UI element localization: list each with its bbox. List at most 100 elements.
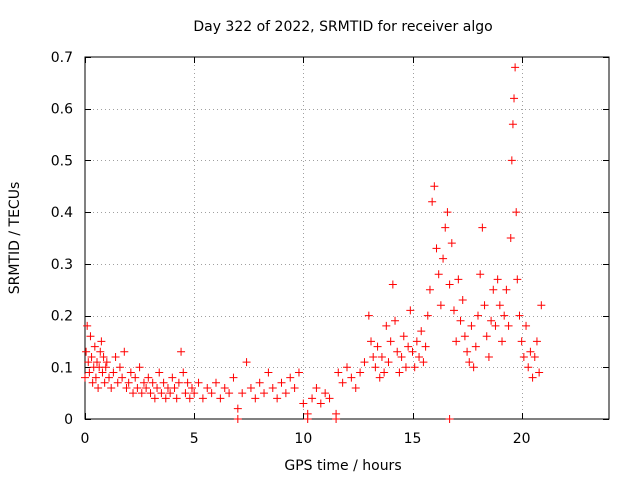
data-point: [351, 383, 360, 392]
data-point: [419, 358, 428, 367]
data-point: [430, 182, 439, 191]
data-point: [91, 373, 100, 382]
data-point: [251, 394, 260, 403]
data-point: [458, 296, 467, 305]
data-point: [478, 223, 487, 232]
data-point: [133, 383, 142, 392]
data-point: [242, 358, 251, 367]
data-point: [423, 311, 432, 320]
data-points: [81, 63, 546, 423]
x-tick-label: 15: [404, 431, 422, 447]
data-point: [97, 337, 106, 346]
y-tick-label: 0.3: [51, 257, 73, 273]
data-point: [415, 352, 424, 361]
x-tick-label: 5: [190, 431, 199, 447]
data-point: [495, 301, 504, 310]
data-point: [170, 383, 179, 392]
y-axis-label: SRMTID / TECUs: [7, 182, 23, 295]
data-point: [410, 363, 419, 372]
data-point: [526, 347, 535, 356]
y-tick-label: 0.6: [51, 102, 73, 118]
data-point: [401, 363, 410, 372]
data-point: [439, 254, 448, 263]
data-point: [194, 378, 203, 387]
data-point: [343, 363, 351, 372]
data-point: [325, 394, 334, 403]
data-point: [476, 270, 485, 279]
data-point: [443, 208, 452, 217]
data-point: [90, 342, 99, 351]
data-point: [364, 311, 373, 320]
data-point: [168, 373, 177, 382]
grid: [85, 57, 609, 419]
data-point: [397, 352, 406, 361]
data-point: [412, 337, 421, 346]
data-point: [347, 373, 356, 382]
data-point: [454, 275, 463, 284]
data-point: [88, 378, 97, 387]
x-tick-label: 0: [81, 431, 90, 447]
data-point: [286, 373, 295, 382]
data-point: [510, 94, 519, 103]
data-point: [506, 234, 515, 242]
data-point: [187, 383, 196, 392]
data-point: [404, 342, 413, 351]
data-point: [172, 394, 181, 403]
data-point: [487, 316, 496, 325]
data-point: [142, 383, 151, 392]
data-point: [203, 383, 212, 392]
y-tick-label: 0.2: [51, 309, 73, 325]
data-point: [174, 378, 183, 387]
data-point: [393, 347, 402, 356]
data-point: [93, 358, 102, 367]
data-point: [246, 383, 255, 392]
data-point: [161, 394, 170, 403]
data-point: [445, 415, 454, 423]
data-point: [115, 363, 124, 372]
y-tick-label: 0.4: [51, 205, 73, 221]
data-point: [312, 383, 321, 392]
data-point: [111, 352, 120, 361]
data-point: [519, 352, 528, 361]
data-point: [155, 368, 164, 377]
data-point: [382, 321, 391, 330]
data-point: [369, 352, 378, 361]
data-point: [388, 280, 397, 289]
data-point: [512, 208, 521, 217]
x-axis-label: GPS time / hours: [284, 458, 401, 474]
data-point: [100, 378, 109, 387]
data-point: [84, 358, 93, 367]
data-point: [281, 389, 290, 398]
data-point: [502, 285, 511, 294]
data-point: [177, 347, 186, 356]
data-point: [524, 363, 533, 372]
x-tick-label: 10: [294, 431, 312, 447]
data-point: [96, 347, 105, 356]
data-point: [85, 368, 94, 377]
data-point: [181, 389, 190, 398]
data-point: [185, 394, 194, 403]
data-point: [159, 378, 168, 387]
data-point: [105, 373, 114, 382]
data-point: [436, 301, 445, 310]
data-point: [233, 415, 242, 423]
y-tick-label: 0.5: [51, 153, 73, 169]
data-point: [434, 270, 443, 279]
data-point: [480, 301, 489, 310]
data-point: [375, 373, 384, 382]
data-point: [493, 275, 502, 284]
data-point: [120, 347, 129, 356]
data-point: [321, 389, 330, 398]
data-point: [445, 280, 454, 289]
data-point: [508, 120, 517, 129]
data-point: [102, 358, 111, 367]
y-tick-label: 0.7: [51, 50, 73, 66]
plot-frame: [84, 56, 610, 420]
data-point: [377, 352, 386, 361]
data-point: [124, 378, 133, 387]
data-point: [421, 342, 430, 351]
x-tick-label: 20: [513, 431, 531, 447]
data-point: [190, 389, 199, 398]
data-point: [229, 373, 238, 382]
